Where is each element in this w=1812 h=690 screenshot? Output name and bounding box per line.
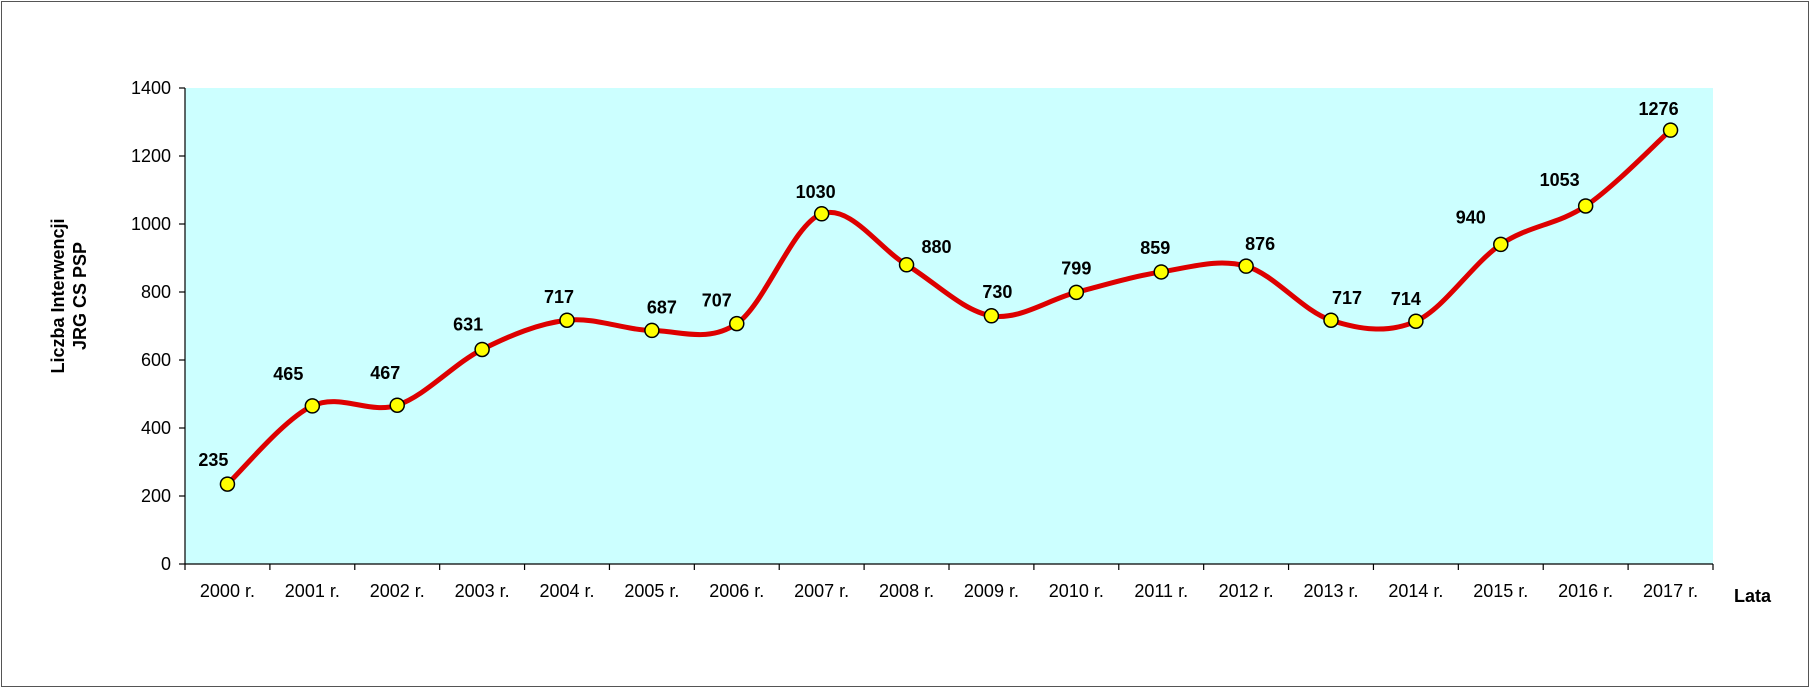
data-label: 880	[922, 237, 952, 257]
x-tick-label: 2012 r.	[1219, 581, 1274, 601]
x-tick-label: 2014 r.	[1388, 581, 1443, 601]
data-label: 859	[1140, 238, 1170, 258]
x-tick-label: 2000 r.	[200, 581, 255, 601]
x-tick-label: 2008 r.	[879, 581, 934, 601]
data-point	[729, 315, 745, 332]
data-label: 687	[647, 297, 677, 317]
y-axis: 0 200 400 600 800 1000 1200 1400	[131, 78, 186, 574]
data-point	[898, 257, 915, 273]
x-tick-label: 2003 r.	[455, 581, 510, 601]
x-tick-label: 2015 r.	[1473, 581, 1528, 601]
data-point	[1408, 313, 1424, 329]
data-point	[644, 322, 660, 339]
x-tick-label: 2010 r.	[1049, 581, 1104, 601]
data-point	[813, 206, 830, 222]
data-point	[1068, 284, 1085, 301]
data-label: 1276	[1639, 99, 1679, 119]
y-tick-label: 1400	[131, 78, 171, 98]
x-axis: 2000 r. 2001 r. 2002 r. 2003 r. 2004 r. 2005 …	[184, 563, 1714, 601]
data-point	[219, 476, 236, 492]
x-tick-label: 2002 r.	[370, 581, 425, 601]
data-point	[1153, 264, 1169, 280]
x-tick-label: 2016 r.	[1558, 581, 1613, 601]
plot-area	[185, 88, 1713, 564]
data-label: 235	[198, 450, 228, 470]
series-line	[225, 128, 1673, 486]
data-point	[1577, 198, 1594, 214]
x-tick-label: 2017 r.	[1643, 581, 1698, 601]
x-tick-label: 2013 r.	[1303, 581, 1358, 601]
data-point	[304, 398, 321, 414]
data-point	[474, 341, 490, 358]
x-tick-label: 2004 r.	[539, 581, 594, 601]
data-label: 717	[1332, 288, 1362, 308]
data-point	[1238, 258, 1254, 274]
y-axis-title-line2: JRG CS PSP	[70, 242, 90, 350]
data-label: 730	[982, 282, 1012, 302]
x-tick-label: 2009 r.	[964, 581, 1019, 601]
data-label: 707	[702, 291, 732, 311]
data-point	[1323, 312, 1339, 328]
data-label: 631	[453, 314, 483, 334]
x-tick-label: 2011 r.	[1134, 581, 1188, 601]
y-tick-label: 600	[141, 350, 171, 370]
y-tick-label: 200	[141, 486, 171, 506]
data-label: 1030	[796, 182, 836, 202]
data-label: 465	[273, 364, 303, 384]
x-axis-title: Lata	[1734, 586, 1772, 606]
y-tick-label: 1200	[131, 146, 171, 166]
y-tick-label: 400	[141, 418, 171, 438]
data-point	[983, 308, 1000, 324]
data-labels: 235 465 467 631 717 687 707 1030 880 730 799 859 876…	[198, 99, 1678, 470]
x-tick-label: 2005 r.	[624, 581, 679, 601]
data-label: 799	[1061, 258, 1091, 278]
data-label: 876	[1245, 234, 1275, 254]
data-label: 467	[370, 363, 400, 383]
y-tick-label: 800	[141, 282, 171, 302]
y-tick-label: 0	[161, 554, 171, 574]
data-point	[389, 397, 405, 413]
data-label: 717	[544, 287, 574, 307]
x-tick-label: 2006 r.	[709, 581, 764, 601]
data-point	[559, 312, 575, 328]
y-axis-title-line1: Liczba Interwencji	[48, 218, 68, 373]
data-point	[1493, 236, 1509, 253]
data-point	[1662, 122, 1679, 138]
y-tick-label: 1000	[131, 214, 171, 234]
data-label: 940	[1456, 207, 1486, 227]
data-markers	[219, 122, 1679, 492]
x-tick-label: 2001 r.	[285, 581, 340, 601]
x-tick-label: 2007 r.	[794, 581, 849, 601]
data-label: 1053	[1540, 170, 1580, 190]
data-label: 714	[1391, 289, 1421, 309]
